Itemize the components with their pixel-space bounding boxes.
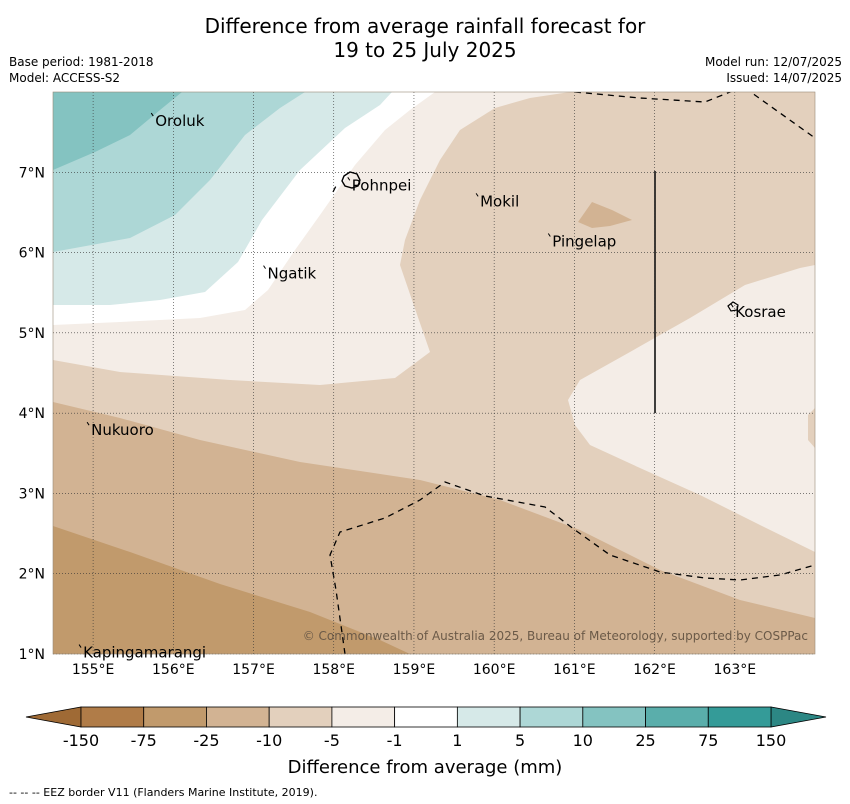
colorbar-segment [80,706,145,728]
place-marker [347,177,351,181]
place-marker [475,193,479,197]
colorbar-segment [645,706,709,728]
colorbar-tick-label: -1 [387,731,403,750]
place-label-nukuoro: Nukuoro [91,421,154,439]
model-run-text: Model run: 12/07/2025 [704,55,842,69]
lon-tick-label: 155°E [72,662,115,678]
place-marker [730,303,734,308]
lat-tick-label: 4°N [19,406,45,422]
lon-tick-label: 158°E [312,662,355,678]
place-label-mokil: Mokil [480,192,519,210]
place-marker [78,644,82,648]
colorbar-segment [394,706,458,728]
colorbar-segment [143,706,207,728]
colorbar-tick-label: -75 [131,731,157,750]
contour-fills [53,92,815,654]
place-marker [86,421,90,426]
colorbar-segment [707,706,772,728]
lon-tick-labels: 155°E 156°E 157°E 158°E 159°E 160°E 161°E 162°E… [72,662,756,678]
place-marker [263,265,266,269]
colorbar-tick-label: -150 [63,731,99,750]
fill-minus10-minus25-patch [578,202,632,228]
lat-tick-label: 3°N [19,486,45,502]
colorbar-segment [206,706,270,728]
rainfall-map: Oroluk Pohnpei Mokil Pingelap Ngatik Kosrae Nu… [19,91,827,778]
lon-tick-label: 157°E [232,662,275,678]
colorbar-tick-label: 10 [573,731,593,750]
colorbar-segment [268,706,333,728]
lon-tick-label: 156°E [152,662,195,678]
place-label-pohnpei: Pohnpei [352,176,412,194]
colorbar-tick-label: 5 [515,731,525,750]
copyright-text: © Commonwealth of Australia 2025, Bureau… [303,629,808,643]
colorbar-segment [519,706,584,728]
map-title-line2: 19 to 25 July 2025 [333,38,517,62]
place-label-ngatik: Ngatik [268,265,317,283]
fill-plus10-plus25 [53,92,182,170]
plot-frame [52,91,816,655]
model-text: Model: ACCESS-S2 [9,71,121,85]
place-labels: Oroluk Pohnpei Mokil Pingelap Ngatik Kosrae Nu… [78,112,786,662]
colorbar-segment [456,706,521,728]
colorbar-tick-label: -25 [193,731,219,750]
lat-tick-label: 1°N [19,647,45,663]
colorbar: -150 -75 -25 -10 -5 -1 1 5 10 25 75 150 [25,706,827,750]
colorbar-tick-label: 75 [698,731,718,750]
colorbar-tick-label: 1 [452,731,462,750]
fill-minus25-minus75 [53,526,410,654]
meta-left: Base period: 1981-2018 Model: ACCESS-S2 [9,54,154,86]
lon-tick-label: 162°E [633,662,676,678]
place-marker [547,233,551,237]
colorbar-under-arrow [25,706,82,728]
map-title-line1: Difference from average rainfall forecas… [204,14,646,38]
colorbar-tick-label: 150 [756,731,787,750]
lon-tick-label: 161°E [553,662,596,678]
lon-tick-label: 160°E [473,662,516,678]
lat-tick-labels: 1°N 2°N 3°N 4°N 5°N 6°N 7°N [19,165,45,663]
colorbar-tick-label: -10 [256,731,282,750]
colorbar-tick-label: 25 [635,731,655,750]
eez-footer-note: -- -- -- EEZ border V11 (Flanders Marine… [9,786,318,799]
place-marker [150,112,154,117]
kosrae-island [727,301,739,312]
meta-right: Model run: 12/07/2025 Issued: 14/07/2025 [705,54,842,86]
colorbar-segment [582,706,646,728]
place-label-pingelap: Pingelap [552,233,616,251]
place-label-oroluk: Oroluk [155,112,204,130]
place-label-kapingamarangi: Kapingamarangi [83,644,206,662]
lat-tick-label: 6°N [19,246,45,262]
colorbar-tick-label: -5 [324,731,340,750]
colorbar-over-arrow [770,706,827,728]
lat-tick-label: 5°N [19,326,45,342]
place-label-kosrae: Kosrae [735,303,786,321]
base-period-text: Base period: 1981-2018 [9,55,154,69]
lon-tick-label: 163°E [714,662,757,678]
colorbar-segment [331,706,396,728]
colorbar-title: Difference from average (mm) [288,757,563,778]
lat-tick-label: 7°N [19,165,45,181]
lat-tick-label: 2°N [19,567,45,583]
issued-text: Issued: 14/07/2025 [726,71,842,85]
lon-tick-label: 159°E [393,662,436,678]
pohnpei-island [341,171,361,189]
fill-minus10-minus25 [53,402,815,654]
fill-minus5-minus1-east [568,265,815,552]
